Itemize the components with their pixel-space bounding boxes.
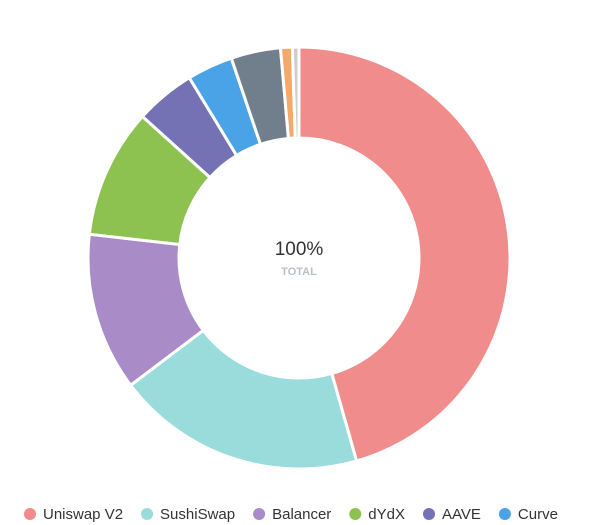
legend-marker bbox=[349, 508, 362, 520]
slice bbox=[128, 328, 359, 471]
legend-label: Uniswap V2 bbox=[43, 506, 123, 523]
legend-marker bbox=[141, 508, 154, 520]
slice bbox=[297, 45, 512, 463]
legend-label: Balancer bbox=[272, 506, 331, 523]
legend-label: dYdX bbox=[368, 506, 405, 523]
legend-marker bbox=[423, 508, 435, 520]
slice bbox=[290, 45, 301, 140]
legend-label: Curve bbox=[518, 506, 558, 523]
center-sublabel: TOTAL bbox=[281, 266, 317, 278]
legend-marker bbox=[498, 508, 511, 520]
legend-marker bbox=[24, 508, 36, 520]
center-label: 100% bbox=[275, 239, 324, 260]
legend-label: SushiSwap bbox=[160, 506, 235, 523]
legend-label: AAVE bbox=[442, 506, 481, 523]
legend-marker bbox=[253, 508, 266, 520]
